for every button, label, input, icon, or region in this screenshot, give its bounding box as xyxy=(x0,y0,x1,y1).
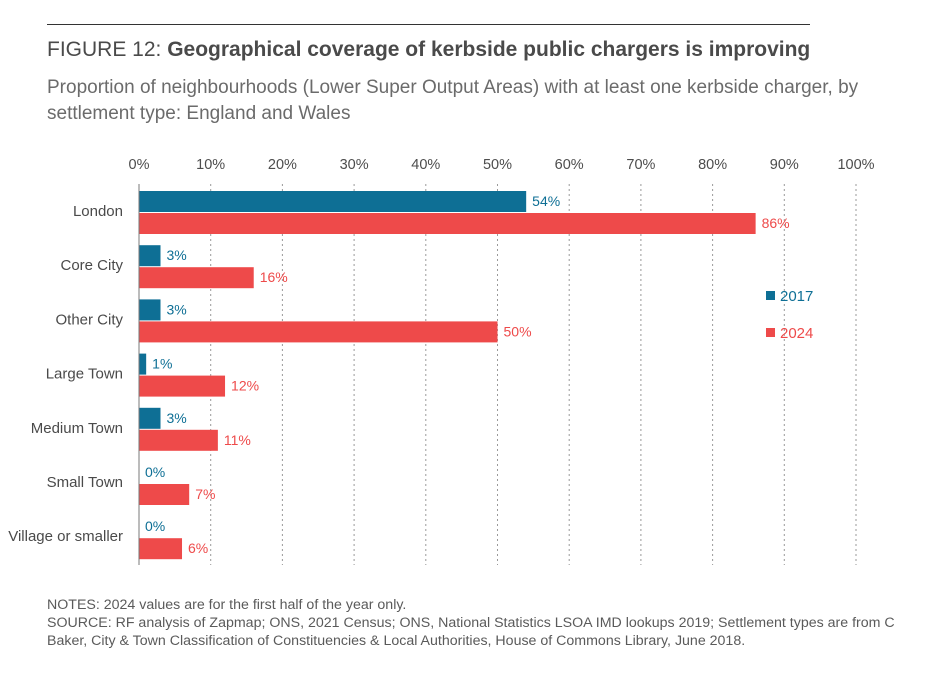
bar-2024 xyxy=(139,321,498,343)
legend-swatch-2017 xyxy=(766,291,775,300)
data-label-2024: 12% xyxy=(231,378,259,394)
x-tick-label: 70% xyxy=(626,157,655,173)
bar-2024 xyxy=(139,375,226,397)
data-label-2024: 11% xyxy=(224,432,251,448)
category-label: Medium Town xyxy=(31,420,123,437)
x-tick-label: 90% xyxy=(770,157,799,173)
top-rule xyxy=(47,24,810,25)
legend-label-2017: 2017 xyxy=(780,288,813,305)
data-label-2017: 54% xyxy=(532,193,560,209)
title-text: Geographical coverage of kerbside public… xyxy=(167,38,811,61)
x-tick-label: 20% xyxy=(268,157,297,173)
x-tick-label: 10% xyxy=(196,157,225,173)
bar-2017 xyxy=(139,191,527,212)
data-label-2024: 16% xyxy=(260,269,288,285)
bar-2017 xyxy=(139,407,161,429)
data-label-2017: 0% xyxy=(145,518,165,534)
x-tick-label: 100% xyxy=(837,157,874,173)
bar-2024 xyxy=(139,538,183,560)
x-tick-label: 30% xyxy=(340,157,369,173)
category-label: London xyxy=(73,203,123,220)
source-text: SOURCE: RF analysis of Zapmap; ONS, 2021… xyxy=(47,615,895,649)
bar-2024 xyxy=(139,484,190,505)
bar-chart: 0% 10% 20% 30% 40% 50% 60% 70% 80% 90% 100% London 5… xyxy=(8,157,875,565)
bar-2017 xyxy=(139,299,161,321)
figure-label: FIGURE 12: xyxy=(47,38,168,61)
category-label: Other City xyxy=(55,311,123,328)
x-tick-label: 60% xyxy=(555,157,584,173)
data-label-2024: 6% xyxy=(188,540,208,556)
notes-text: NOTES: 2024 values are for the first hal… xyxy=(47,597,407,613)
data-label-2017: 3% xyxy=(167,410,187,426)
data-label-2017: 1% xyxy=(152,356,172,372)
bar-2017 xyxy=(139,353,147,375)
data-label-2017: 0% xyxy=(145,464,165,480)
category-label: Large Town xyxy=(46,366,123,383)
figure-title: FIGURE 12: Geographical coverage of kerb… xyxy=(47,38,810,62)
category-label: Village or smaller xyxy=(8,528,123,545)
bar-2017 xyxy=(139,245,161,267)
category-label: Small Town xyxy=(47,474,123,491)
chart-subtitle: Proportion of neighbourhoods (Lower Supe… xyxy=(47,77,859,124)
bar-2024 xyxy=(139,213,756,234)
x-tick-label: 80% xyxy=(698,157,727,173)
legend-label-2024: 2024 xyxy=(780,325,813,342)
legend-swatch-2024 xyxy=(766,328,775,337)
data-label-2024: 50% xyxy=(504,323,532,339)
bar-2024 xyxy=(139,267,254,289)
data-label-2024: 7% xyxy=(195,486,215,502)
data-label-2024: 86% xyxy=(762,215,790,231)
notes-block: NOTES: 2024 values are for the first hal… xyxy=(47,596,907,650)
data-label-2017: 3% xyxy=(167,301,187,317)
x-tick-label: 50% xyxy=(483,157,512,173)
x-tick-label: 40% xyxy=(411,157,440,173)
bar-2024 xyxy=(139,429,218,451)
x-tick-label: 0% xyxy=(129,157,150,173)
data-label-2017: 3% xyxy=(167,247,187,263)
category-label: Core City xyxy=(60,257,123,274)
